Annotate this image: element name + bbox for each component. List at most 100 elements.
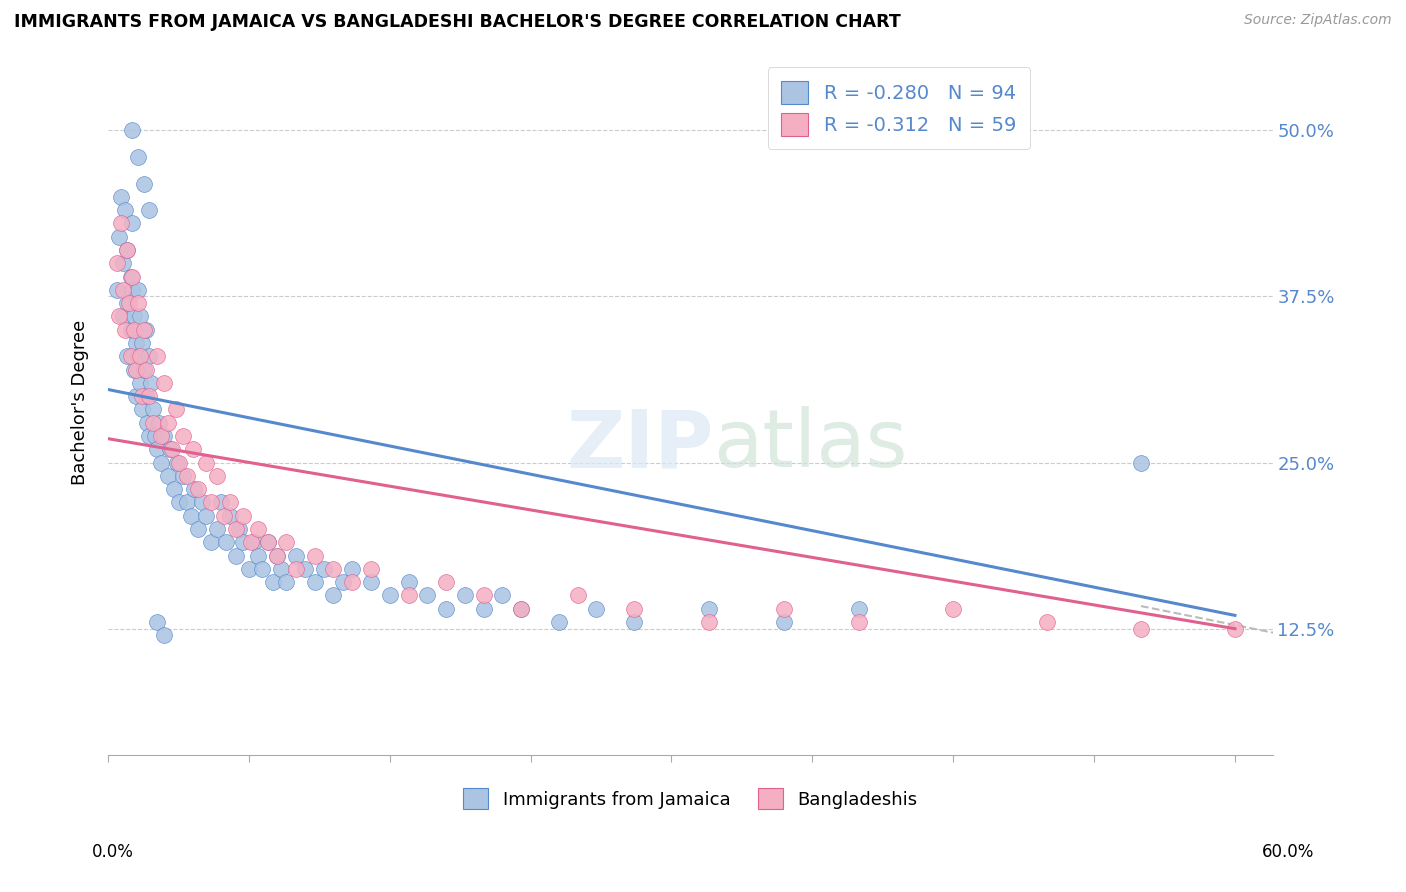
Point xyxy=(266,549,288,563)
Legend: Immigrants from Jamaica, Bangladeshis: Immigrants from Jamaica, Bangladeshis xyxy=(456,781,925,816)
Point xyxy=(172,429,194,443)
Point xyxy=(340,562,363,576)
Point xyxy=(623,615,645,629)
Point xyxy=(129,349,152,363)
Point xyxy=(697,615,720,629)
Point xyxy=(127,296,149,310)
Point xyxy=(132,177,155,191)
Point xyxy=(332,575,354,590)
Point xyxy=(118,296,141,310)
Point xyxy=(243,535,266,549)
Point xyxy=(111,310,134,324)
Point xyxy=(157,468,180,483)
Point xyxy=(773,601,796,615)
Point xyxy=(121,216,143,230)
Point xyxy=(131,336,153,351)
Point xyxy=(454,589,477,603)
Point xyxy=(146,442,169,457)
Point xyxy=(121,283,143,297)
Point xyxy=(194,508,217,523)
Point xyxy=(114,203,136,218)
Point xyxy=(238,562,260,576)
Point xyxy=(143,429,166,443)
Point xyxy=(124,310,146,324)
Point xyxy=(136,416,159,430)
Point xyxy=(111,283,134,297)
Point xyxy=(434,601,457,615)
Point xyxy=(108,310,131,324)
Point xyxy=(200,535,222,549)
Point xyxy=(276,535,298,549)
Point xyxy=(149,429,172,443)
Point xyxy=(434,575,457,590)
Point xyxy=(312,562,335,576)
Point xyxy=(153,628,176,642)
Point xyxy=(138,389,160,403)
Point xyxy=(276,575,298,590)
Point xyxy=(398,575,420,590)
Point xyxy=(510,601,533,615)
Point xyxy=(773,615,796,629)
Point xyxy=(153,429,176,443)
Point xyxy=(205,522,228,536)
Point xyxy=(247,522,270,536)
Point xyxy=(142,402,165,417)
Point xyxy=(127,283,149,297)
Point xyxy=(135,362,157,376)
Point xyxy=(1130,622,1153,636)
Point xyxy=(205,468,228,483)
Point xyxy=(114,323,136,337)
Point xyxy=(138,203,160,218)
Point xyxy=(378,589,401,603)
Point xyxy=(360,562,382,576)
Point xyxy=(115,296,138,310)
Point xyxy=(228,522,250,536)
Point xyxy=(510,601,533,615)
Point xyxy=(232,508,254,523)
Point xyxy=(146,615,169,629)
Point xyxy=(225,522,247,536)
Point xyxy=(135,389,157,403)
Point xyxy=(108,229,131,244)
Point xyxy=(187,522,209,536)
Point xyxy=(129,310,152,324)
Y-axis label: Bachelor's Degree: Bachelor's Degree xyxy=(72,320,89,485)
Point xyxy=(172,468,194,483)
Point xyxy=(256,535,278,549)
Point xyxy=(138,429,160,443)
Point xyxy=(284,549,307,563)
Point xyxy=(225,549,247,563)
Point xyxy=(142,416,165,430)
Text: 0.0%: 0.0% xyxy=(91,843,134,861)
Point xyxy=(398,589,420,603)
Point xyxy=(1130,456,1153,470)
Point xyxy=(120,323,142,337)
Point xyxy=(547,615,569,629)
Point xyxy=(942,601,965,615)
Point xyxy=(191,495,214,509)
Point xyxy=(1036,615,1059,629)
Point xyxy=(124,362,146,376)
Point xyxy=(124,323,146,337)
Point xyxy=(232,535,254,549)
Point xyxy=(239,535,262,549)
Point xyxy=(200,495,222,509)
Point xyxy=(135,323,157,337)
Point xyxy=(105,256,128,270)
Point xyxy=(176,468,198,483)
Point xyxy=(697,601,720,615)
Point xyxy=(159,442,181,457)
Point xyxy=(215,535,238,549)
Point xyxy=(250,562,273,576)
Point xyxy=(472,589,495,603)
Point xyxy=(219,508,242,523)
Point xyxy=(567,589,589,603)
Point xyxy=(166,456,188,470)
Point xyxy=(1223,622,1246,636)
Point xyxy=(110,190,132,204)
Point xyxy=(115,243,138,257)
Point xyxy=(131,402,153,417)
Point xyxy=(111,256,134,270)
Point xyxy=(180,508,202,523)
Point xyxy=(360,575,382,590)
